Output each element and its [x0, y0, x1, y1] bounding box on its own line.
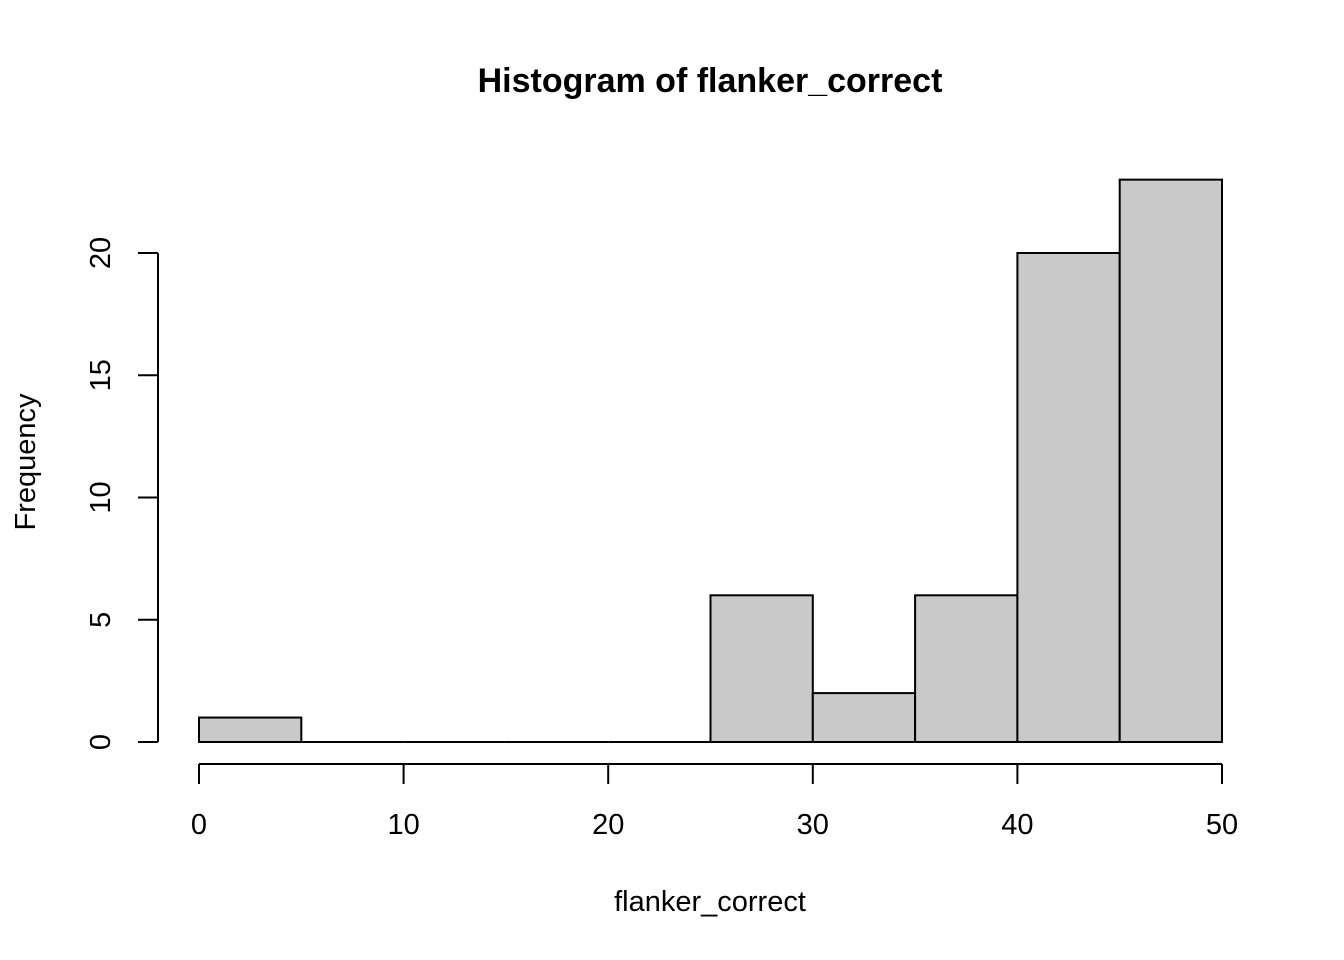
x-tick-label: 40 — [1001, 809, 1033, 841]
histogram-bar-5 — [709, 594, 814, 743]
x-tick-label: 10 — [387, 809, 419, 841]
histogram-bar-0 — [198, 716, 303, 743]
y-tick-label: 0 — [85, 734, 117, 750]
histogram-bar-7 — [914, 594, 1019, 743]
x-axis-label: flanker_correct — [614, 886, 806, 918]
histogram-bar-8 — [1016, 252, 1121, 743]
x-tick-label: 30 — [797, 809, 829, 841]
y-tick-label: 20 — [85, 237, 117, 269]
histogram-bar-6 — [811, 692, 917, 743]
histogram-bar-9 — [1118, 178, 1223, 743]
y-tick-label: 5 — [85, 612, 117, 628]
x-tick-label: 20 — [592, 809, 624, 841]
chart-title: Histogram of flanker_correct — [478, 62, 943, 100]
y-tick-label: 10 — [85, 481, 117, 513]
x-tick-label: 50 — [1206, 809, 1238, 841]
x-axis: 0 10 20 30 40 50 — [191, 763, 1238, 841]
x-tick-label: 0 — [191, 809, 207, 841]
y-axis: 0 5 10 15 20 — [85, 237, 159, 750]
y-tick-label: 15 — [85, 359, 117, 391]
bars-group — [198, 178, 1223, 743]
y-axis-label: Frequency — [10, 393, 42, 531]
